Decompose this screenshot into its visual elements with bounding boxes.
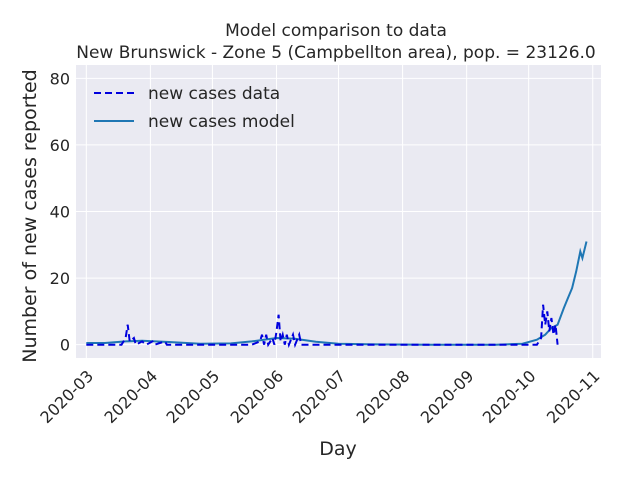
y-tick-label: 20	[50, 269, 70, 288]
y-tick-label: 60	[50, 136, 70, 155]
x-axis-label: Day	[319, 438, 357, 460]
y-tick-label: 0	[60, 336, 70, 355]
y-tick-labels: 0 20 40 60 80	[50, 69, 70, 354]
chart-subtitle: New Brunswick - Zone 5 (Campbellton area…	[76, 43, 596, 63]
legend: new cases data new cases model	[94, 84, 295, 132]
legend-label-model: new cases model	[148, 112, 295, 132]
model-series-line	[86, 241, 588, 346]
data-series-line	[86, 304, 559, 349]
y-tick-label: 40	[50, 203, 70, 222]
grid-lines	[76, 65, 601, 358]
series-layer	[86, 241, 588, 349]
chart-title: Model comparison to data	[225, 21, 447, 41]
y-axis-label: Number of new cases reported	[19, 69, 41, 362]
legend-label-data: new cases data	[148, 84, 280, 104]
y-tick-label: 80	[50, 69, 70, 88]
